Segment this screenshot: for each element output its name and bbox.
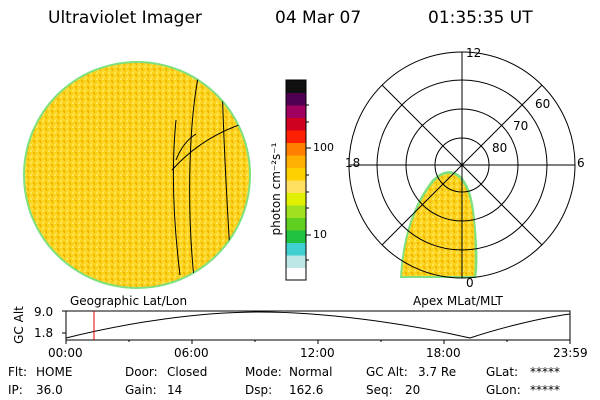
door-label: Door: (125, 365, 158, 379)
mlt-label-18: 18 (345, 156, 361, 170)
colorbar-band (286, 92, 306, 106)
colorbar-band (286, 105, 306, 118)
colorbar-unit-label: photon cm⁻²s⁻¹ (269, 142, 283, 236)
mode-label: Mode: (245, 365, 282, 379)
altitude-track (62, 310, 571, 344)
door-value: Closed (167, 365, 208, 379)
mlt-label-12: 12 (466, 46, 482, 60)
mlt-label-6: 6 (577, 156, 585, 170)
time-tick-0000: 00:00 (48, 346, 83, 360)
polar-plot (348, 51, 576, 279)
flt-label: Flt: (8, 365, 27, 379)
colorbar-band (286, 242, 306, 256)
colorbar-band (286, 255, 306, 268)
colorbar-band (286, 267, 306, 281)
dsp-value: 162.6 (289, 383, 324, 397)
seq-value: 20 (405, 383, 421, 397)
altitude-axis-label: GC Alt (12, 306, 26, 344)
altitude-curve (65, 311, 571, 339)
seq-label: Seq: (366, 383, 393, 397)
mode-value: Normal (289, 365, 333, 379)
left-image-disk (23, 61, 251, 289)
gcalt-value: 3.7 Re (418, 365, 457, 379)
colorbar-band (286, 217, 306, 231)
colorbar-band (286, 167, 306, 181)
colorbar-band (286, 155, 306, 168)
glat-label: GLat: (486, 365, 519, 379)
gcalt-label: GC Alt: (366, 365, 408, 379)
gain-value: 14 (167, 383, 183, 397)
auroral-oval (402, 173, 475, 276)
colorbar-band (286, 205, 306, 218)
ip-value: 36.0 (36, 383, 63, 397)
colorbar-band (286, 180, 306, 193)
mlat-label-80: 80 (492, 141, 508, 155)
flt-value: HOME (36, 365, 73, 379)
header-time: 01:35:35 UT (428, 8, 533, 28)
ip-label: IP: (8, 383, 23, 397)
colorbar-band (286, 130, 306, 143)
mlat-label-70: 70 (513, 119, 529, 133)
glon-value: ***** (530, 383, 560, 397)
instrument-title: Ultraviolet Imager (48, 8, 202, 28)
time-tick-1200: 12:00 (300, 346, 335, 360)
altitude-tick-low: 1.8 (34, 326, 54, 340)
header-date: 04 Mar 07 (275, 8, 362, 28)
time-tick-2359: 23:59 (553, 346, 588, 360)
colorbar-band (286, 230, 306, 243)
colorbar-band (286, 117, 306, 131)
colorbar-band (286, 192, 306, 206)
mlt-label-0: 0 (466, 276, 474, 290)
colorbar-band (286, 80, 306, 93)
colorbar-tick-100: 100 (313, 141, 334, 154)
dsp-label: Dsp: (245, 383, 273, 397)
time-tick-0600: 06:00 (174, 346, 209, 360)
polar-plot-caption: Apex MLat/MLT (413, 294, 503, 308)
gain-label: Gain: (125, 383, 157, 397)
colorbar-tick-10: 10 (313, 228, 327, 241)
altitude-tick-high: 9.0 (34, 305, 54, 319)
time-tick-1800: 18:00 (426, 346, 461, 360)
glon-label: GLon: (486, 383, 521, 397)
left-map-caption: Geographic Lat/Lon (70, 294, 188, 308)
colorbar-band (286, 142, 306, 156)
glat-value: ***** (530, 365, 560, 379)
mlat-label-60: 60 (535, 97, 551, 111)
colorbar (286, 80, 306, 281)
